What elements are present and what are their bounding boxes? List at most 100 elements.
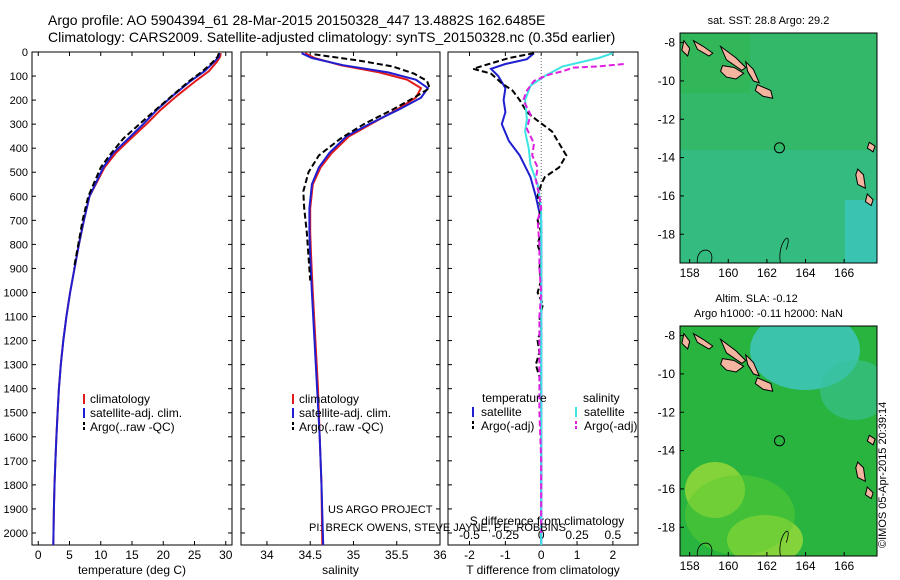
sst_map-ytick-label: -12: [658, 112, 676, 126]
temperature-legend-label: climatology: [90, 392, 150, 406]
sst_map-island: [855, 168, 867, 190]
depth-tick-label: 0: [22, 47, 28, 59]
sst_map-island: [681, 39, 691, 57]
sst_map-ytick-label: -10: [658, 74, 676, 88]
depth-tick-label: 1900: [4, 504, 28, 516]
salinity-series-group: [301, 52, 431, 546]
depth-tick-label: 1700: [4, 456, 28, 468]
depth-tick-label: 100: [10, 71, 28, 83]
salinity-xtick-label: 35.5: [385, 548, 409, 562]
differences-xtick-label: 0: [538, 548, 545, 562]
differences-xtick-label: 2: [610, 548, 617, 562]
sla_map-argo-marker: [773, 435, 785, 447]
temperature-xlabel: temperature (deg C): [78, 563, 186, 577]
sst_map-island: [692, 39, 714, 57]
sla_map-ytick-label: -18: [658, 520, 676, 534]
salinity-line-argo-raw-qc-: [302, 53, 431, 281]
sst_map-island: [754, 84, 774, 99]
depth-tick-label: 800: [10, 239, 28, 251]
depth-tick-label: 600: [10, 191, 28, 203]
sst_map-bathymetry-contour: [696, 249, 713, 263]
imos-timestamp: ©IMOS 05-Apr-2015 20:39:14: [877, 401, 889, 548]
salinity-xtick-label: 34.5: [299, 548, 323, 562]
depth-tick-label: 200: [10, 95, 28, 107]
differences-series-group: [469, 52, 624, 545]
sla_map-xtick-label: 164: [796, 559, 816, 573]
salinity-xtick-label: 34: [260, 548, 274, 562]
depth-tick-label: 1100: [4, 312, 28, 324]
differences-xtick-label: -1: [500, 548, 511, 562]
sla_map-island: [681, 332, 691, 350]
depth-tick-label: 1000: [4, 287, 28, 299]
sla_map-xtick-label: 162: [757, 559, 777, 573]
sla-map-low-anomaly-east: [820, 360, 877, 420]
sla_map-island: [855, 461, 867, 483]
salinity-diff-tick-label: 0.25: [565, 528, 589, 542]
sla_map-bathymetry-contour: [696, 542, 713, 556]
diff-legend-label: satellite: [481, 405, 522, 419]
footer-project: US ARGO PROJECT: [328, 504, 433, 516]
depth-tick-label: 1500: [4, 408, 28, 420]
salinity-diff-axis-label: S difference from climatology: [470, 514, 625, 528]
depth-tick-label: 400: [10, 143, 28, 155]
depth-tick-label: 900: [10, 263, 28, 275]
sla_map-ytick-label: -10: [658, 367, 676, 381]
depth-tick-label: 2000: [4, 528, 28, 540]
sst_map-xtick-label: 162: [757, 266, 777, 280]
sst_map-xtick-label: 164: [796, 266, 816, 280]
figure-title-line-1: Argo profile: AO 5904394_61 28-Mar-2015 …: [48, 12, 546, 28]
sst-map-cool-band: [680, 150, 877, 263]
differences-xtick-label: 1: [574, 548, 581, 562]
diff-legend-header-temperature: temperature: [482, 391, 547, 405]
sst_map-bathymetry-contour: [779, 237, 789, 263]
salinity-legend-label: satellite-adj. clim.: [299, 406, 391, 420]
sla_map-island: [744, 353, 761, 377]
sst-map: [680, 33, 877, 263]
diff-legend-label: Argo(-adj): [481, 419, 534, 433]
depth-tick-label: 1300: [4, 360, 28, 372]
temperature-xtick-label: 15: [125, 548, 139, 562]
diff-legend-header-salinity: salinity: [583, 391, 620, 405]
differences-line-salinity-argo-adj-: [522, 63, 624, 533]
temperature-legend-label: satellite-adj. clim.: [90, 406, 182, 420]
temperature-xtick-label: 30: [219, 548, 233, 562]
sla_map-ytick-label: -16: [658, 482, 676, 496]
sst_map-island: [864, 193, 874, 207]
sla_map-ytick-label: -14: [658, 444, 676, 458]
footer-pis: PI: BRECK OWENS, STEVE JAYNE, P.E. ROBBI…: [309, 522, 566, 534]
sla_map-island: [754, 377, 774, 392]
diff-legend-label: satellite: [584, 405, 625, 419]
diff-legend-label: Argo(-adj): [584, 419, 637, 433]
sst_map-island: [720, 65, 745, 80]
salinity-line-satellite-adj-clim-: [301, 52, 430, 546]
sla_map-island: [720, 358, 745, 373]
sst_map-xtick-label: 160: [718, 266, 738, 280]
sst_map-xtick-label: 158: [680, 266, 700, 280]
sla_map-island: [866, 434, 876, 446]
temperature-xtick-label: 0: [35, 548, 42, 562]
temperature-xtick-label: 10: [94, 548, 108, 562]
sst_map-ytick-label: -14: [658, 151, 676, 165]
sla_map-title-line-1: Altim. SLA: -0.12: [715, 293, 798, 305]
salinity-diff-tick-label: -0.25: [492, 528, 520, 542]
differences-xtick-label: -2: [464, 548, 475, 562]
salinity-diff-tick-label: 0.5: [605, 528, 622, 542]
depth-tick-label: 1800: [4, 480, 28, 492]
sst-map-frame: [679, 32, 878, 264]
difference-panel-frame: [447, 51, 639, 546]
sla_map-bathymetry-contour: [779, 530, 789, 556]
sst-map-cool-corner: [845, 200, 877, 263]
sla-map-frame: [679, 325, 878, 557]
sst_map-argo-marker: [773, 142, 785, 154]
salinity-xlabel: salinity: [322, 563, 359, 577]
salinity-legend-label: climatology: [299, 392, 359, 406]
figure-title-line-2: Climatology: CARS2009. Satellite-adjuste…: [48, 29, 616, 45]
sla_map-island: [692, 332, 714, 350]
sst_map-ytick-label: -8: [664, 36, 675, 50]
sla-map: [680, 326, 877, 556]
salinity-xtick-label: 36: [433, 548, 447, 562]
sla_map-island: [719, 337, 747, 365]
differences-xlabel: T difference from climatology: [466, 563, 620, 577]
sst_map-island: [866, 141, 876, 153]
